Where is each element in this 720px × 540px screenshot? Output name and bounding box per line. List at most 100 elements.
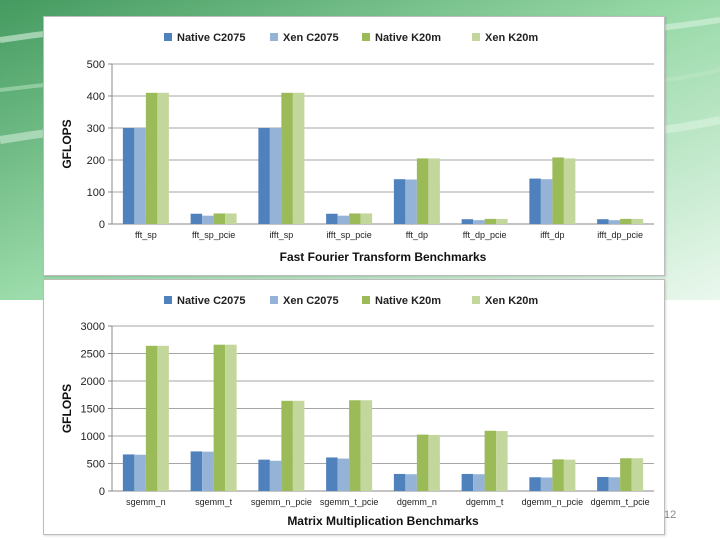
legend-label-xen-k20m: Xen K20m: [485, 32, 538, 44]
bar-native-c2075-fft-dp: [393, 179, 406, 224]
legend-swatch-native-c2075: [164, 296, 172, 304]
bar-native-k20m-fft-dp: [416, 158, 429, 224]
bar-native-k20m-dgemm-n-pcie: [552, 459, 564, 491]
legend-swatch-xen-c2075: [270, 296, 278, 304]
y-tick-label: 400: [87, 91, 105, 103]
bar-xen-c2075-sgemm-t-pcie: [337, 458, 350, 491]
x-tick-label-sgemm-n: sgemm_n: [126, 497, 166, 507]
bar-native-c2075-ifft-sp-pcie: [326, 213, 338, 224]
legend-swatch-xen-c2075: [270, 33, 278, 41]
bar-native-k20m-ifft-dp: [552, 157, 564, 224]
bar-native-k20m-ifft-sp: [281, 92, 293, 224]
bar-xen-k20m-dgemm-t-pcie: [631, 458, 644, 491]
bar-xen-k20m-dgemm-n: [428, 434, 440, 491]
bar-native-c2075-sgemm-t-pcie: [326, 457, 338, 491]
bar-xen-c2075-fft-sp: [134, 128, 146, 224]
bar-xen-k20m-sgemm-n-pcie: [292, 400, 305, 491]
y-tick-label: 0: [99, 219, 105, 231]
legend-swatch-native-c2075: [164, 33, 172, 41]
bar-native-k20m-dgemm-t: [484, 430, 497, 491]
slide-number: 12: [664, 509, 677, 521]
fft-chart: Native C2075 Xen C2075 Native K20m Xen K20m…: [60, 32, 654, 264]
x-tick-label-dgemm-n-pcie: dgemm_n_pcie: [522, 497, 584, 507]
y-tick-label: 2000: [81, 376, 105, 388]
bar-native-c2075-fft-sp-pcie: [190, 213, 203, 224]
bar-native-c2075-ifft-dp: [529, 178, 541, 224]
legend-label-xen-c2075: Xen C2075: [283, 295, 339, 307]
bar-xen-k20m-sgemm-n: [157, 345, 169, 491]
x-tick-label-fft-dp: fft_dp: [406, 230, 428, 240]
bar-native-k20m-dgemm-t-pcie: [620, 458, 632, 491]
legend-label-native-c2075: Native C2075: [177, 32, 246, 44]
bar-xen-c2075-sgemm-n-pcie: [269, 460, 282, 491]
bar-native-c2075-fft-sp: [122, 128, 135, 224]
bar-xen-c2075-dgemm-t: [473, 474, 485, 491]
x-tick-label-dgemm-t: dgemm_t: [466, 497, 504, 507]
fft-chart-panel: Native C2075 Xen C2075 Native K20m Xen K20m…: [43, 16, 665, 276]
x-tick-label-fft-sp: fft_sp: [135, 230, 157, 240]
bar-native-k20m-sgemm-t-pcie: [349, 400, 361, 491]
legend-label-native-k20m: Native K20m: [375, 295, 441, 307]
legend-label-xen-k20m: Xen K20m: [485, 295, 538, 307]
bar-native-k20m-dgemm-n: [416, 434, 429, 491]
bar-xen-c2075-ifft-dp-pcie: [608, 220, 621, 224]
bar-xen-k20m-ifft-sp: [292, 92, 305, 224]
x-tick-label-dgemm-n: dgemm_n: [397, 497, 437, 507]
bar-xen-k20m-fft-sp-pcie: [225, 213, 237, 224]
bar-native-c2075-ifft-dp-pcie: [597, 219, 609, 224]
y-tick-label: 3000: [81, 321, 105, 333]
bar-xen-c2075-dgemm-t-pcie: [608, 477, 621, 491]
matrix-chart: Native C2075 Xen C2075 Native K20m Xen K20m…: [60, 295, 654, 528]
bar-native-c2075-sgemm-n: [122, 454, 135, 491]
bar-xen-c2075-sgemm-t: [202, 451, 214, 491]
bar-xen-k20m-fft-sp: [157, 92, 169, 224]
x-axis-title: Matrix Multiplication Benchmarks: [287, 514, 479, 528]
bar-native-k20m-ifft-sp-pcie: [349, 213, 361, 224]
bar-native-c2075-dgemm-n: [393, 473, 406, 491]
bar-xen-c2075-ifft-dp: [540, 179, 553, 224]
y-tick-label: 2500: [81, 349, 105, 361]
x-tick-label-sgemm-t: sgemm_t: [195, 497, 233, 507]
legend-swatch-xen-k20m: [472, 296, 480, 304]
bar-native-c2075-fft-dp-pcie: [461, 219, 474, 224]
x-tick-label-sgemm-t-pcie: sgemm_t_pcie: [320, 497, 379, 507]
y-tick-label: 500: [87, 59, 105, 71]
x-tick-label-ifft-dp: ifft_dp: [540, 230, 564, 240]
x-tick-label-ifft-sp: ifft_sp: [269, 230, 293, 240]
y-axis-title: GFLOPS: [60, 119, 74, 168]
bar-xen-k20m-sgemm-t: [225, 344, 237, 491]
x-tick-label-fft-sp-pcie: fft_sp_pcie: [192, 230, 235, 240]
bar-native-k20m-sgemm-n: [145, 345, 158, 491]
legend-label-xen-c2075: Xen C2075: [283, 32, 339, 44]
bar-xen-c2075-ifft-sp-pcie: [337, 215, 350, 224]
bar-xen-c2075-dgemm-n-pcie: [540, 477, 553, 491]
legend: Native C2075 Xen C2075 Native K20m Xen K20m: [164, 295, 538, 307]
legend-swatch-native-k20m: [362, 33, 370, 41]
legend-swatch-native-k20m: [362, 296, 370, 304]
bar-native-c2075-dgemm-t-pcie: [597, 476, 609, 491]
bar-native-c2075-ifft-sp: [258, 128, 270, 224]
x-tick-label-sgemm-n-pcie: sgemm_n_pcie: [251, 497, 312, 507]
bar-xen-c2075-sgemm-n: [134, 454, 146, 491]
bar-native-k20m-sgemm-t: [213, 344, 226, 491]
legend-label-native-c2075: Native C2075: [177, 295, 246, 307]
bar-native-k20m-sgemm-n-pcie: [281, 400, 293, 491]
bar-native-c2075-sgemm-n-pcie: [258, 459, 270, 491]
bar-xen-k20m-ifft-sp-pcie: [360, 213, 373, 224]
y-tick-label: 1000: [81, 431, 105, 443]
bar-native-k20m-fft-sp-pcie: [213, 213, 226, 224]
bar-xen-c2075-dgemm-n: [405, 474, 417, 491]
y-tick-label: 300: [87, 123, 105, 135]
legend-label-native-k20m: Native K20m: [375, 32, 441, 44]
bar-xen-c2075-fft-sp-pcie: [202, 215, 214, 224]
x-tick-label-ifft-sp-pcie: ifft_sp_pcie: [326, 230, 371, 240]
bar-xen-k20m-dgemm-t: [496, 431, 508, 491]
x-tick-label-fft-dp-pcie: fft_dp_pcie: [463, 230, 507, 240]
bar-native-c2075-dgemm-t: [461, 473, 474, 491]
bar-xen-k20m-fft-dp: [428, 158, 440, 224]
bar-xen-k20m-ifft-dp-pcie: [631, 218, 644, 224]
y-tick-label: 100: [87, 187, 105, 199]
bar-native-k20m-fft-dp-pcie: [484, 218, 497, 224]
legend: Native C2075 Xen C2075 Native K20m Xen K20m: [164, 32, 538, 44]
y-tick-label: 200: [87, 155, 105, 167]
